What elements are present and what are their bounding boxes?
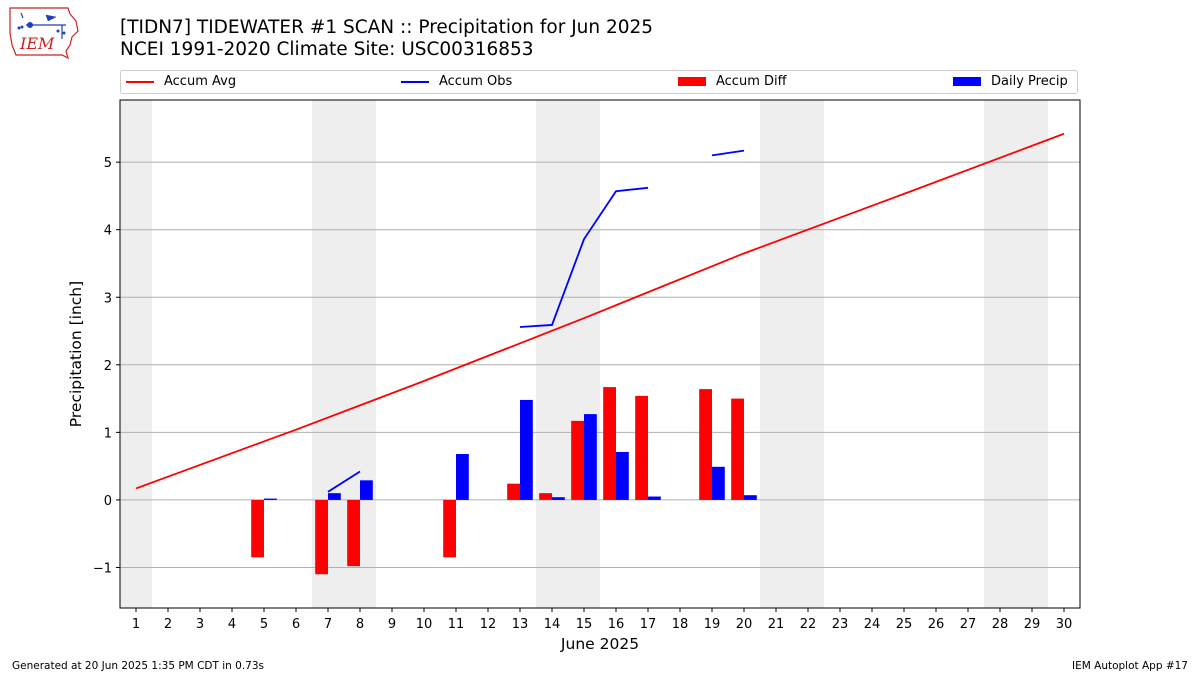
legend-swatch xyxy=(678,77,706,86)
daily-precip-bar xyxy=(328,493,341,500)
accum-diff-bar xyxy=(571,420,584,500)
y-tick-label: 2 xyxy=(104,359,112,374)
accum-diff-bar xyxy=(347,499,360,567)
x-tick-label: 10 xyxy=(416,617,433,632)
daily-precip-bar xyxy=(584,414,597,500)
y-axis-label: Precipitation [inch] xyxy=(67,281,85,427)
daily-precip-bar xyxy=(712,466,725,500)
legend-item-accum-avg: Accum Avg xyxy=(126,74,236,89)
accum-obs-line xyxy=(711,149,745,157)
y-tick-label: 0 xyxy=(104,494,112,509)
chart-subtitle: NCEI 1991-2020 Climate Site: USC00316853 xyxy=(120,39,534,60)
chart-title: [TIDN7] TIDEWATER #1 SCAN :: Precipitati… xyxy=(120,17,654,38)
legend-item-accum-obs: Accum Obs xyxy=(401,74,512,89)
accum-obs-line xyxy=(327,470,361,493)
y-tick-label: −1 xyxy=(93,561,112,576)
legend-swatch xyxy=(126,80,154,83)
weather-symbols-icon xyxy=(17,12,66,39)
accum-diff-bar xyxy=(315,499,328,575)
legend-item-accum-diff: Accum Diff xyxy=(678,74,787,89)
x-tick-label: 24 xyxy=(864,617,881,632)
x-tick-label: 25 xyxy=(896,617,913,632)
x-tick-label: 3 xyxy=(196,617,204,632)
legend-label: Accum Obs xyxy=(439,74,513,89)
accum-diff-bar xyxy=(539,493,552,500)
accum-diff-bar xyxy=(251,499,264,558)
legend-swatch xyxy=(401,80,429,83)
x-tick-label: 2 xyxy=(164,617,172,632)
x-tick-label: 22 xyxy=(800,617,817,632)
y-tick-label: 1 xyxy=(104,426,112,441)
legend-swatch xyxy=(953,77,981,86)
x-tick-label: 21 xyxy=(768,617,785,632)
x-tick-label: 13 xyxy=(512,617,529,632)
accum-obs-line xyxy=(519,186,649,328)
x-tick-label: 9 xyxy=(388,617,396,632)
accum-diff-bar xyxy=(507,483,520,500)
x-tick-label: 14 xyxy=(544,617,561,632)
x-tick-label: 20 xyxy=(736,617,753,632)
x-tick-label: 26 xyxy=(928,617,945,632)
accum-diff-bar xyxy=(603,387,616,500)
x-tick-label: 7 xyxy=(324,617,332,632)
x-tick-label: 1 xyxy=(132,617,140,632)
y-tick-label: 5 xyxy=(104,156,112,171)
x-tick-label: 5 xyxy=(260,617,268,632)
state-outline-icon xyxy=(9,7,79,60)
accum-diff-bar xyxy=(699,389,712,500)
x-tick-label: 11 xyxy=(448,617,465,632)
iem-logo: IEM xyxy=(9,7,79,60)
daily-precip-bar xyxy=(360,480,373,500)
x-tick-label: 4 xyxy=(228,617,236,632)
legend-label: Accum Diff xyxy=(716,74,787,89)
x-tick-label: 30 xyxy=(1056,617,1073,632)
legend-label: Daily Precip xyxy=(991,74,1068,89)
x-tick-label: 6 xyxy=(292,617,300,632)
legend-item-daily-precip: Daily Precip xyxy=(953,74,1068,89)
x-tick-label: 28 xyxy=(992,617,1009,632)
daily-precip-bar xyxy=(648,496,661,500)
plot-frame xyxy=(119,99,1081,609)
daily-precip-bar xyxy=(616,451,629,500)
chart-legend: Accum Avg Accum Obs Accum Diff Daily Pre… xyxy=(120,70,1078,94)
daily-precip-bar xyxy=(456,453,469,500)
daily-precip-bar xyxy=(744,495,757,500)
x-tick-label: 12 xyxy=(480,617,497,632)
daily-precip-bar xyxy=(552,497,565,500)
accum-diff-bar xyxy=(635,395,648,500)
accum-avg-line xyxy=(135,132,1065,490)
y-tick-label: 3 xyxy=(104,291,112,306)
daily-precip-bar xyxy=(264,498,277,500)
x-tick-label: 29 xyxy=(1024,617,1041,632)
weekend-shade xyxy=(120,100,152,608)
x-tick-label: 17 xyxy=(640,617,657,632)
weekend-shade xyxy=(536,100,600,608)
logo-text: IEM xyxy=(19,34,55,53)
daily-precip-bar xyxy=(520,399,533,500)
x-tick-label: 19 xyxy=(704,617,721,632)
accum-diff-bar xyxy=(443,499,456,558)
x-tick-label: 18 xyxy=(672,617,689,632)
footer-generated: Generated at 20 Jun 2025 1:35 PM CDT in … xyxy=(12,660,265,672)
x-tick-label: 23 xyxy=(832,617,849,632)
x-tick-label: 27 xyxy=(960,617,977,632)
weekend-shade xyxy=(760,100,824,608)
footer-app: IEM Autoplot App #17 xyxy=(1072,660,1188,672)
x-tick-label: 15 xyxy=(576,617,593,632)
weekend-shade xyxy=(984,100,1048,608)
y-tick-label: 4 xyxy=(104,224,112,239)
x-tick-label: 16 xyxy=(608,617,625,632)
legend-label: Accum Avg xyxy=(164,74,237,89)
x-tick-label: 8 xyxy=(356,617,364,632)
accum-diff-bar xyxy=(731,398,744,500)
x-axis-label: June 2025 xyxy=(560,635,639,653)
